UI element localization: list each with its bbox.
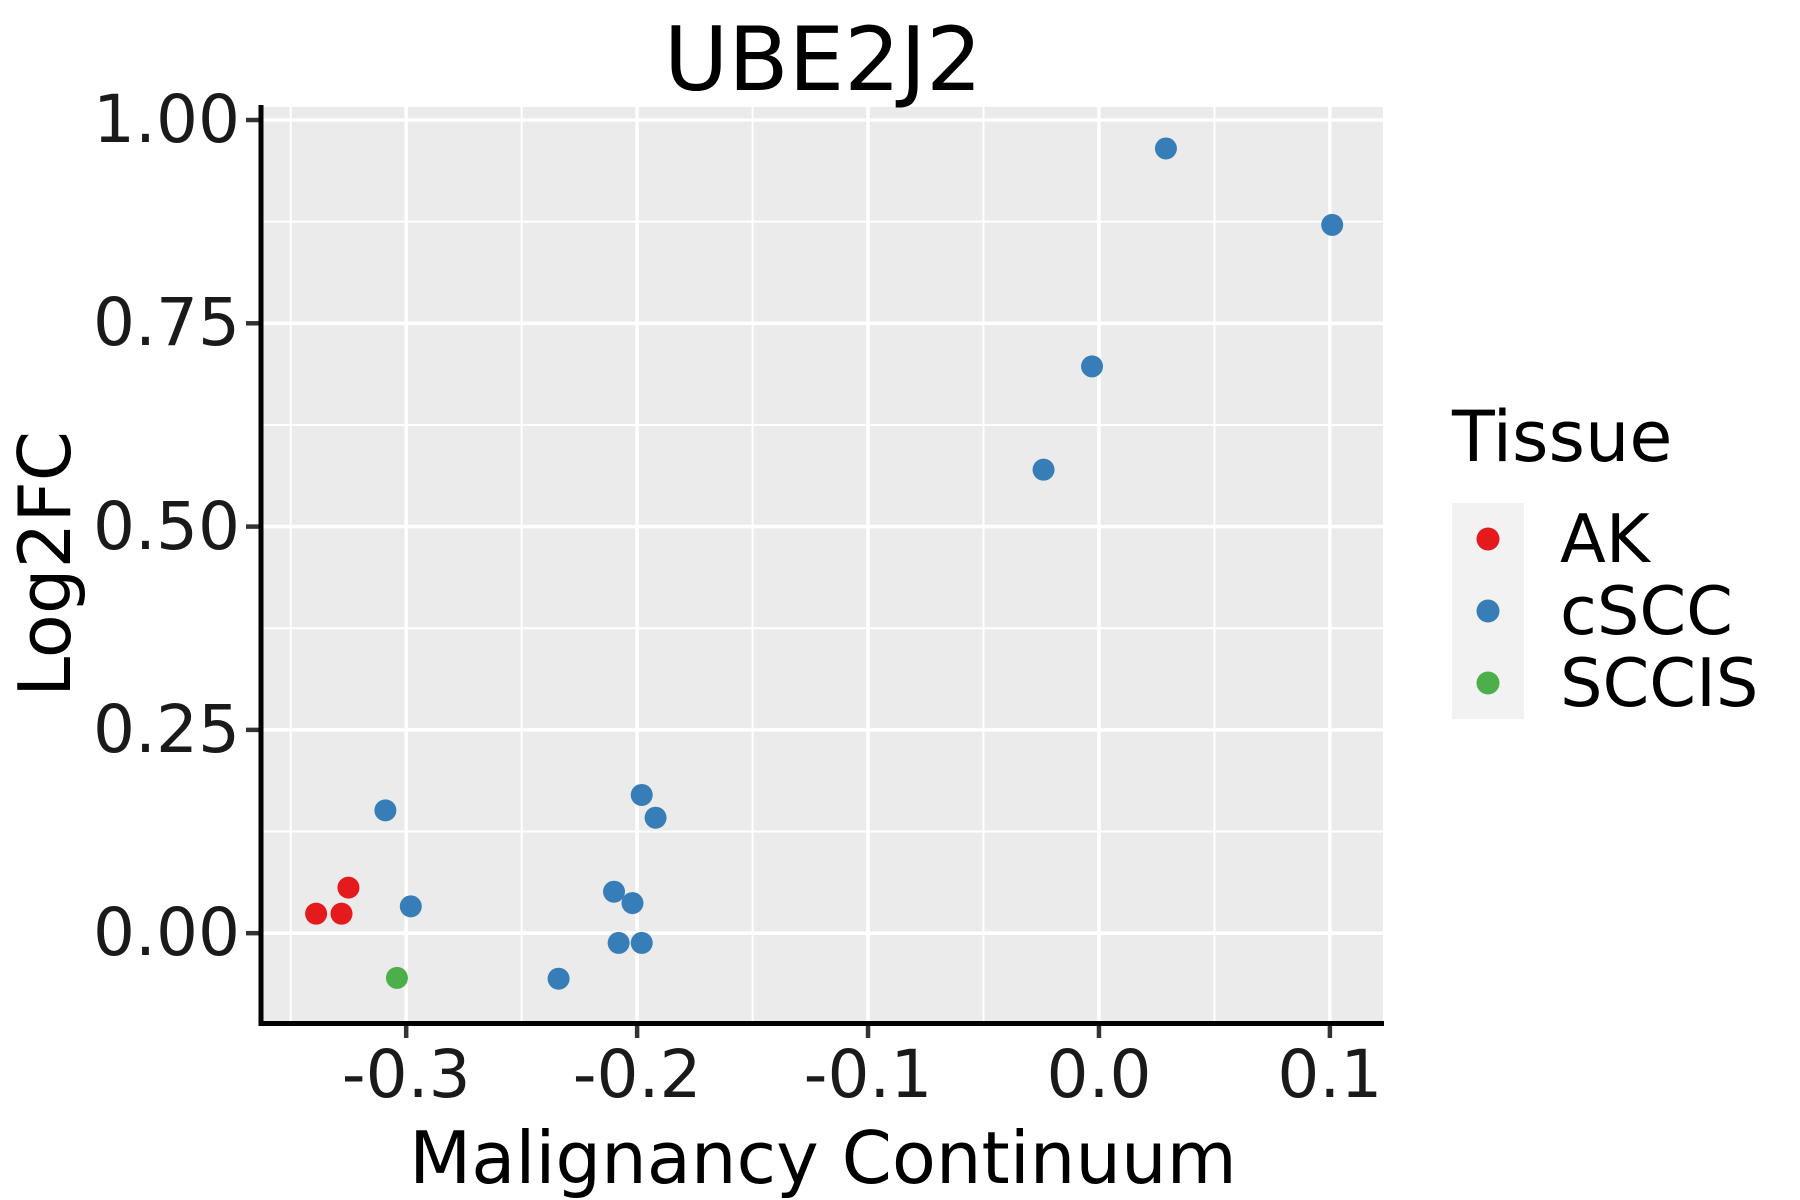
legend-key-ak — [1452, 503, 1524, 575]
legend-item-ak: AK — [1452, 503, 1758, 575]
minor-gridlines — [263, 107, 1383, 1021]
data-point-cscc — [1081, 355, 1104, 378]
x-tick-label: -0.2 — [572, 1036, 702, 1113]
tick-marks — [246, 117, 1333, 1038]
data-point-ak — [330, 902, 353, 925]
data-point-ak — [337, 876, 360, 899]
major-gridlines — [263, 107, 1383, 1021]
data-point-ak — [305, 902, 328, 925]
y-tick-label: 0.00 — [93, 894, 240, 972]
plot-title: UBE2J2 — [663, 8, 983, 111]
x-axis-title: Malignancy Continuum — [409, 1116, 1237, 1200]
axis-lines — [258, 105, 1384, 1026]
y-tick-label: 1.00 — [93, 81, 240, 158]
x-tick-label: -0.3 — [341, 1036, 471, 1113]
legend-dot-cscc — [1476, 599, 1500, 623]
data-point-cscc — [607, 931, 630, 954]
data-point-cscc — [603, 880, 626, 903]
data-point-cscc — [621, 892, 644, 915]
legend-dot-sccis — [1476, 671, 1500, 695]
data-point-cscc — [1321, 213, 1344, 236]
legend-dot-ak — [1476, 527, 1500, 551]
y-tick-label: 0.50 — [93, 487, 240, 565]
data-point-cscc — [374, 799, 397, 822]
y-tick-label: 0.75 — [93, 284, 240, 362]
y-axis-title: Log2FC — [3, 430, 87, 698]
data-point-cscc — [547, 967, 570, 990]
x-tick-label: 0.0 — [1046, 1036, 1152, 1113]
legend-item-sccis: SCCIS — [1452, 647, 1758, 719]
data-point-cscc — [399, 895, 422, 918]
data-point-cscc — [630, 931, 653, 954]
legend-label-cscc: cSCC — [1560, 572, 1733, 650]
legend-label-sccis: SCCIS — [1560, 644, 1759, 722]
legend-item-cscc: cSCC — [1452, 575, 1758, 647]
legend-label-ak: AK — [1560, 500, 1650, 578]
data-point-cscc — [630, 783, 653, 806]
data-points — [305, 137, 1344, 990]
data-point-cscc — [1154, 137, 1177, 160]
legend: AK cSCC SCCIS — [1452, 503, 1758, 719]
legend-key-cscc — [1452, 575, 1524, 647]
data-point-cscc — [1032, 458, 1055, 481]
legend-title: Tissue — [1452, 396, 1673, 478]
legend-key-sccis — [1452, 647, 1524, 719]
y-tick-label: 0.25 — [93, 690, 240, 768]
plot-panel — [263, 107, 1383, 1021]
x-tick-label: -0.1 — [803, 1036, 933, 1113]
data-point-sccis — [385, 966, 408, 989]
data-point-cscc — [644, 806, 667, 829]
x-tick-label: 0.1 — [1277, 1036, 1383, 1113]
